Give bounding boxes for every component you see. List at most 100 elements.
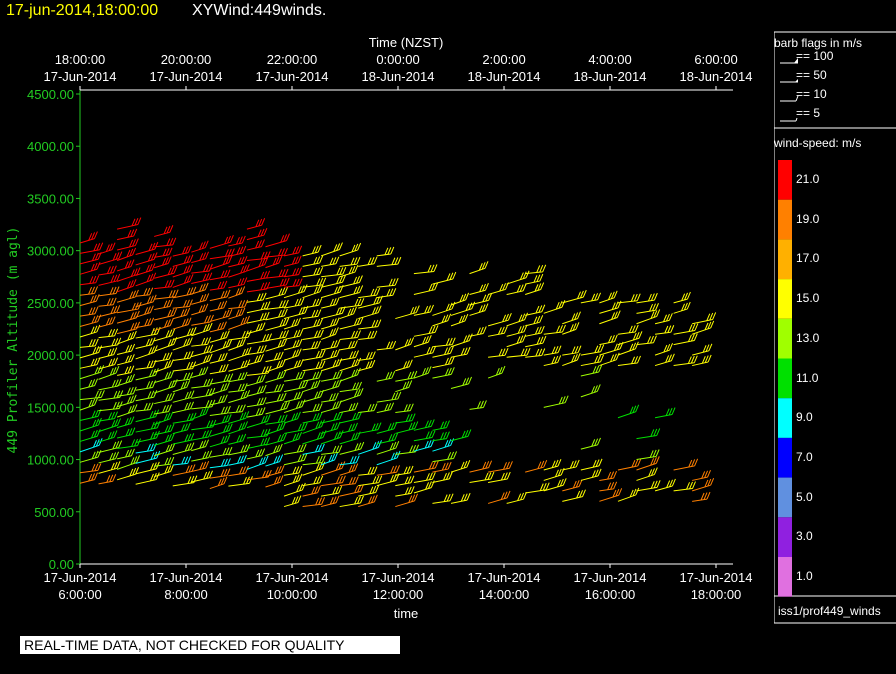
wind-barb: [339, 429, 355, 434]
wind-barb-flag: [331, 453, 336, 462]
wind-barb-flag: [168, 329, 173, 337]
wind-barb-flag: [88, 473, 93, 482]
wind-barb: [488, 467, 510, 473]
wind-barb-flag: [256, 386, 261, 394]
wind-barb-flag: [162, 258, 166, 266]
wind-barb-flag: [185, 299, 190, 308]
wind-barb-flag: [365, 352, 370, 360]
wind-barb: [636, 309, 656, 314]
wind-barb-flag: [292, 279, 297, 287]
wind-barb-flag: [317, 244, 322, 253]
wind-barb-flag: [242, 411, 247, 420]
wind-barb-flag: [444, 368, 449, 376]
wind-barb-flag: [113, 274, 118, 282]
wind-barb-flag: [301, 380, 306, 389]
wind-barb-flag: [208, 429, 212, 438]
wind-barb-flag: [167, 309, 172, 318]
wind-barb-flag: [612, 489, 617, 498]
wind-barb-flag: [368, 496, 373, 504]
wind-barb: [79, 404, 95, 411]
wind-barb-flag: [164, 425, 169, 433]
wind-barb: [117, 372, 131, 376]
wind-barb: [599, 488, 614, 492]
wind-barb-flag: [112, 297, 117, 305]
wind-barb: [450, 340, 470, 348]
wind-barb-flag: [295, 278, 300, 287]
wind-barb-flag: [303, 284, 308, 292]
wind-barb-flag: [387, 423, 392, 431]
wind-barb: [246, 435, 268, 439]
wind-barb-flag: [97, 449, 102, 458]
wind-barb-flag: [444, 357, 449, 366]
wind-barb-flag: [89, 295, 94, 304]
wind-barb-flag: [223, 394, 228, 402]
wind-barb-flag: [237, 372, 242, 381]
wind-barb-flag: [410, 371, 415, 379]
wind-barb-flag: [266, 270, 271, 279]
wind-barb-flag: [223, 269, 228, 278]
wind-barb-flag: [109, 453, 114, 461]
wind-barb-flag: [247, 346, 252, 355]
wind-barb: [543, 306, 563, 314]
wind-barb-flag: [450, 367, 455, 375]
wind-barb: [599, 494, 619, 502]
wind-barb-flag: [280, 414, 285, 423]
wind-barb-flag: [409, 465, 414, 474]
wind-barb-flag: [295, 339, 300, 348]
wind-barb-flag: [390, 465, 395, 474]
wind-barb-flag: [449, 346, 454, 354]
wind-barb-flag: [263, 271, 268, 279]
wind-barb-flag: [427, 335, 432, 343]
wind-barb: [265, 450, 280, 457]
wind-barb-flag: [600, 354, 605, 363]
wind-barb-flag: [284, 286, 289, 295]
wind-barb-flag: [111, 358, 116, 366]
wind-barb-flag: [339, 267, 344, 275]
wind-barb-flag: [507, 312, 512, 321]
wind-barb-flag: [466, 492, 471, 501]
wind-barb: [228, 322, 247, 330]
wind-barb-flag: [415, 305, 420, 313]
wind-barb-flag: [335, 256, 340, 264]
wind-barb: [228, 482, 250, 487]
wind-barb-flag: [408, 422, 413, 431]
wind-barb-flag: [425, 431, 430, 439]
wind-barb: [98, 280, 117, 286]
wind-barb-flag: [441, 463, 446, 471]
wind-barb-flag: [130, 448, 135, 456]
wind-barb-flag: [170, 392, 175, 401]
wind-barb-flag: [143, 403, 148, 411]
wind-barb-flag: [373, 466, 378, 474]
wind-barb-flag: [656, 428, 661, 436]
wind-barb-flag: [445, 431, 450, 439]
wind-barb-flag: [168, 352, 173, 360]
wind-barb: [321, 399, 336, 403]
wind-barb-flag: [259, 385, 264, 394]
wind-barb-flag: [240, 445, 245, 453]
wind-barb-flag: [111, 328, 116, 337]
wind-barb-flag: [301, 399, 306, 407]
wind-barb-flag: [226, 373, 231, 382]
wind-barb-flag: [221, 364, 226, 372]
speed-legend-title: wind-speed: m/s: [774, 136, 862, 150]
wind-barb-flag: [280, 383, 285, 392]
wind-barb-flag: [127, 230, 132, 238]
wind-barb-flag: [228, 423, 233, 431]
speed-level-label: 21.0: [796, 172, 820, 186]
wind-barb-flag: [238, 236, 243, 244]
wind-barb: [580, 465, 600, 471]
wind-barb-flag: [260, 282, 265, 291]
x-tick-date: 17-Jun-2014: [256, 570, 329, 585]
wind-barb-flag: [301, 482, 306, 491]
wind-barb-flag: [149, 295, 154, 303]
wind-barb-flag: [170, 279, 175, 287]
wind-barb-flag: [225, 256, 230, 264]
wind-barb: [79, 258, 99, 265]
wind-barb-flag: [348, 341, 352, 349]
wind-barb-flag: [649, 450, 654, 458]
wind-barb-flag: [256, 345, 261, 354]
wind-barb-flag: [96, 429, 101, 437]
wind-barb-flag: [427, 481, 432, 489]
wind-barb-flag: [576, 490, 581, 499]
wind-barb-flag: [184, 391, 189, 400]
